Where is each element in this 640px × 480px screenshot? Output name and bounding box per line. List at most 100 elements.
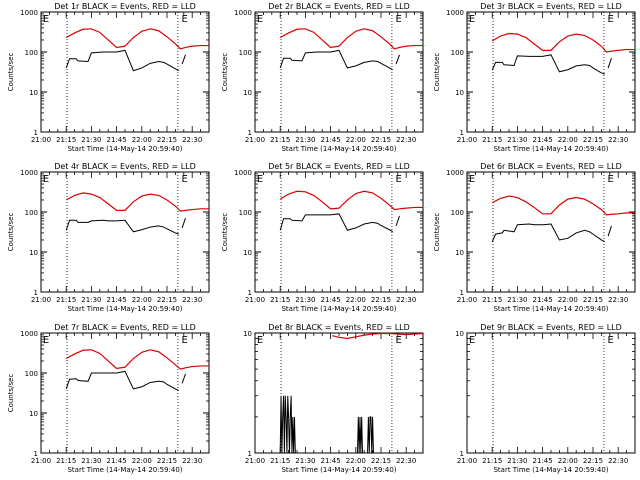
y-tick-label: 10 [455,89,464,97]
x-axis-label: Start Time (14-May-14 20:59:40) [493,145,608,153]
detector-panel-9: Det 9r BLACK = Events, RED = LLD 1 10 21:00… [455,323,636,474]
plot-frame [40,171,210,293]
lld-series-line [65,28,209,50]
detector-panel-3: Det 3r BLACK = Events, RED = LLD 1 10 100 10… [433,2,636,153]
events-series-line [491,223,605,243]
x-tick-label: 22:30 [182,296,202,304]
y-tick-label: 100 [239,49,252,57]
x-tick-label: 22:30 [396,136,416,144]
x-tick-label: 21:00 [31,457,51,465]
x-tick-label: 21:15 [56,136,76,144]
detector-panel-2: Det 2r BLACK = Events, RED = LLD 1 10 100 10… [221,2,424,153]
x-tick-label: 21:30 [295,296,315,304]
x-tick-label: 22:00 [346,296,366,304]
event-marker: E [607,14,613,25]
x-tick-label: 21:15 [270,457,290,465]
x-tick-label: 21:45 [107,136,127,144]
panel-title: Det 1r BLACK = Events, RED = LLD [54,2,196,11]
y-tick-label: 1 [34,129,38,137]
x-tick-label: 22:15 [583,136,603,144]
y-axis-label: Counts/sec [221,213,229,252]
y-tick-label: 1000 [234,169,252,177]
x-tick-label: 21:00 [457,296,477,304]
plot-frame [40,11,210,133]
x-tick-label: 22:15 [157,457,177,465]
y-axis-label: Counts/sec [221,53,229,92]
x-axis-label: Start Time (14-May-14 20:59:40) [67,305,182,313]
x-tick-label: 22:00 [558,457,578,465]
x-tick-label: 21:00 [31,296,51,304]
event-marker: E [181,335,187,346]
events-series-line [279,49,393,71]
event-marker: E [43,335,49,346]
events-series-line [491,54,605,75]
y-tick-label: 100 [25,209,38,217]
events-series-line [279,213,394,233]
x-tick-label: 21:00 [457,457,477,465]
lld-series-line [491,32,635,53]
event-marker: E [395,335,401,346]
x-tick-label: 21:45 [321,296,341,304]
x-tick-label: 21:15 [482,457,502,465]
x-axis-label: Start Time (14-May-14 20:59:40) [67,145,182,153]
plot-frame [466,332,636,454]
x-tick-label: 21:45 [533,296,553,304]
event-marker: E [43,174,49,185]
y-axis-label: Counts/sec [7,53,15,92]
y-tick-label: 100 [239,209,252,217]
x-tick-label: 22:15 [371,136,391,144]
plot-frame [254,171,424,293]
event-marker: E [607,335,613,346]
lld-series-line [279,190,423,211]
events-series-line [65,49,180,72]
x-tick-label: 21:30 [81,296,101,304]
x-tick-label: 22:15 [583,457,603,465]
lld-series-line [65,349,209,370]
y-axis-label: Counts/sec [7,213,15,252]
x-tick-label: 21:00 [457,136,477,144]
y-tick-label: 1 [460,129,464,137]
plot-frame [40,332,210,454]
x-tick-label: 22:30 [182,136,202,144]
y-tick-label: 1 [460,289,464,297]
x-tick-label: 22:30 [608,136,628,144]
x-tick-label: 22:00 [558,296,578,304]
events-series-line [607,58,612,69]
x-tick-label: 22:30 [608,457,628,465]
panel-title: Det 4r BLACK = Events, RED = LLD [54,162,196,171]
x-tick-label: 21:45 [533,136,553,144]
detector-panel-7: Det 7r BLACK = Events, RED = LLD 1 10 100 10… [7,323,210,474]
events-series-line [607,225,612,237]
lld-series-line [491,195,635,216]
y-axis-label: Counts/sec [433,53,441,92]
x-tick-label: 22:15 [157,296,177,304]
event-marker: E [469,14,475,25]
lld-series-line [65,192,209,212]
plot-frame [466,11,636,133]
y-tick-label: 1000 [20,330,38,338]
x-axis-label: Start Time (14-May-14 20:59:40) [281,466,396,474]
y-tick-label: 10 [243,89,252,97]
x-axis-label: Start Time (14-May-14 20:59:40) [67,466,182,474]
x-tick-label: 21:00 [245,136,265,144]
y-tick-label: 1 [248,129,252,137]
events-series-line [395,215,400,227]
detector-panel-5: Det 5r BLACK = Events, RED = LLD 1 10 100 10… [221,162,424,313]
panel-title: Det 5r BLACK = Events, RED = LLD [268,162,410,171]
events-series-line [279,395,296,454]
panel-title: Det 9r BLACK = Events, RED = LLD [480,323,622,332]
lld-series-line [332,332,424,340]
events-series-line [181,218,186,229]
y-tick-label: 10 [243,249,252,257]
event-marker: E [181,14,187,25]
detector-panel-1: Det 1r BLACK = Events, RED = LLD 1 10 100 10… [7,2,210,153]
y-tick-label: 100 [451,49,464,57]
panel-title: Det 8r BLACK = Events, RED = LLD [268,323,410,332]
y-tick-label: 10 [29,89,38,97]
event-marker: E [257,174,263,185]
y-axis-label: Counts/sec [433,213,441,252]
event-marker: E [395,174,401,185]
y-tick-label: 10 [29,410,38,418]
y-tick-label: 1 [248,450,252,458]
